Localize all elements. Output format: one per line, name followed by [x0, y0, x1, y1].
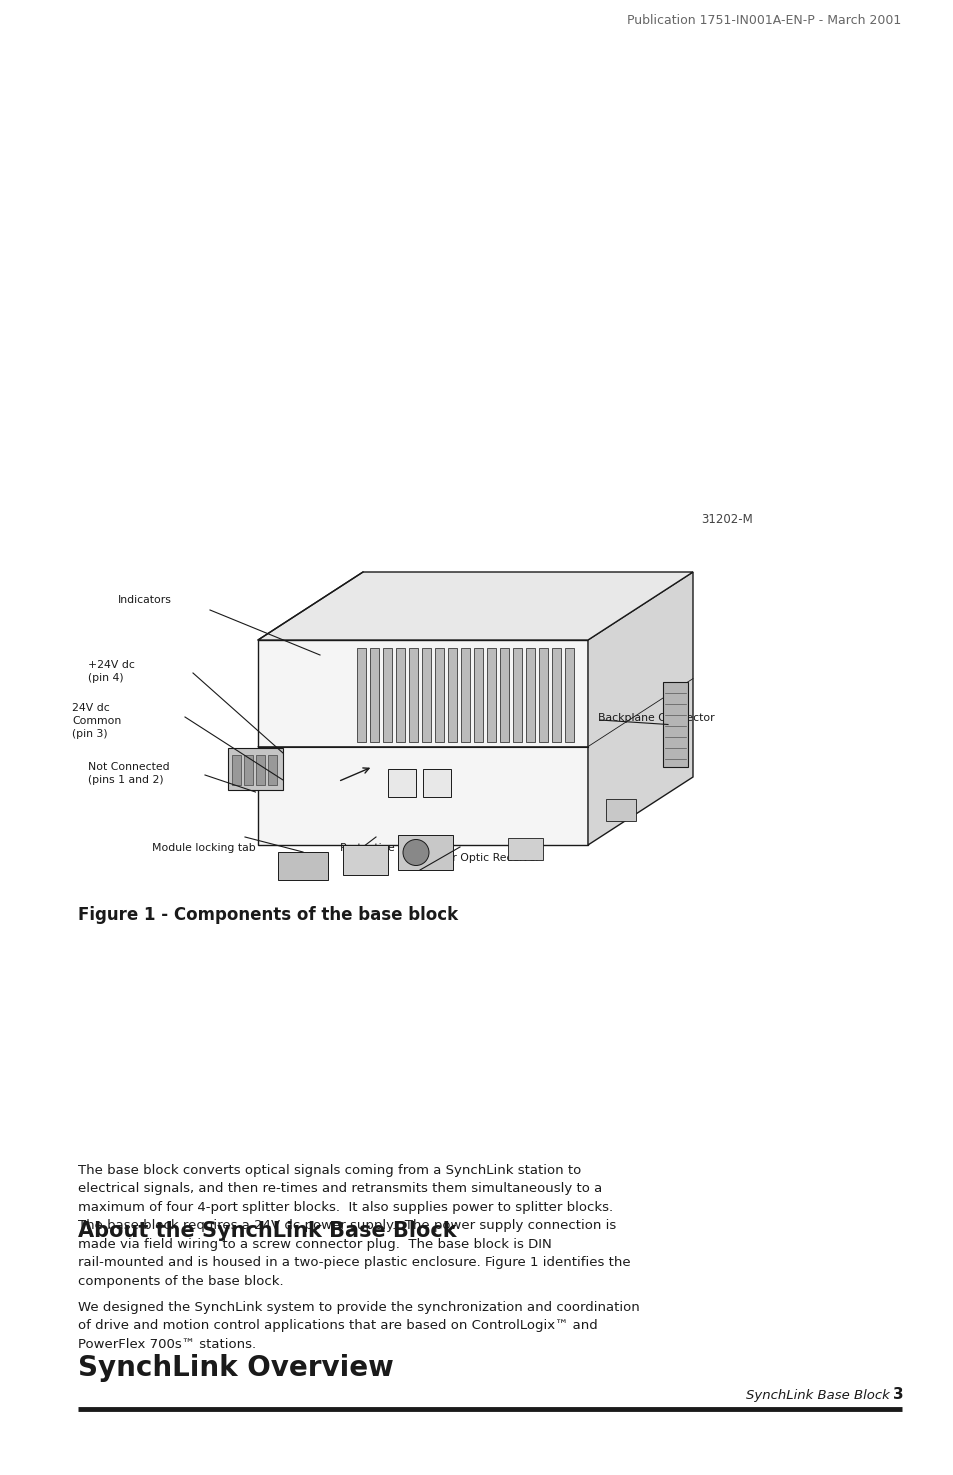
Circle shape	[402, 839, 429, 866]
Bar	[244, 755, 253, 785]
Bar	[538, 648, 547, 742]
Text: About the SynchLink Base Block: About the SynchLink Base Block	[78, 1221, 456, 1242]
Bar	[397, 835, 453, 870]
Bar	[232, 755, 241, 785]
Text: Fiber Optic Receiver: Fiber Optic Receiver	[430, 853, 539, 863]
Bar	[370, 648, 378, 742]
Text: Indicators: Indicators	[118, 594, 172, 605]
Text: SynchLink Base Block: SynchLink Base Block	[745, 1389, 888, 1403]
Text: The base block converts optical signals coming from a SynchLink station to
elect: The base block converts optical signals …	[78, 1164, 630, 1288]
Text: 24V dc
Common
(pin 3): 24V dc Common (pin 3)	[71, 704, 121, 739]
Polygon shape	[257, 572, 692, 640]
Bar	[228, 748, 283, 791]
Text: Protective cap: Protective cap	[339, 844, 417, 853]
Bar	[474, 648, 482, 742]
Bar	[422, 768, 451, 796]
Text: +24V dc
(pin 4): +24V dc (pin 4)	[88, 659, 134, 683]
Bar	[507, 838, 542, 860]
Bar	[460, 648, 469, 742]
Bar	[277, 853, 328, 881]
Bar	[343, 845, 388, 875]
Bar	[408, 648, 417, 742]
Bar	[486, 648, 496, 742]
Text: 3: 3	[892, 1388, 902, 1403]
Text: Publication 1751-IN001A-EN-P - March 2001: Publication 1751-IN001A-EN-P - March 200…	[627, 13, 901, 27]
Text: Backplane Connector: Backplane Connector	[598, 712, 714, 723]
Bar	[512, 648, 521, 742]
Bar	[268, 755, 276, 785]
Bar	[435, 648, 443, 742]
Bar	[564, 648, 573, 742]
Bar	[551, 648, 560, 742]
Bar	[395, 648, 404, 742]
Text: Figure 1 - Components of the base block: Figure 1 - Components of the base block	[78, 906, 457, 923]
Bar	[499, 648, 508, 742]
Text: We designed the SynchLink system to provide the synchronization and coordination: We designed the SynchLink system to prov…	[78, 1301, 639, 1351]
Text: Not Connected
(pins 1 and 2): Not Connected (pins 1 and 2)	[88, 763, 170, 785]
Bar	[382, 648, 392, 742]
Bar	[255, 755, 265, 785]
Polygon shape	[257, 640, 587, 845]
Text: 31202-M: 31202-M	[700, 513, 752, 527]
Bar	[525, 648, 534, 742]
Bar	[447, 648, 456, 742]
Bar	[662, 681, 687, 767]
Bar	[388, 768, 416, 796]
Bar	[605, 799, 636, 822]
Polygon shape	[587, 572, 692, 845]
Text: SynchLink Overview: SynchLink Overview	[78, 1354, 394, 1382]
Bar	[356, 648, 365, 742]
Text: Module locking tab: Module locking tab	[152, 844, 255, 853]
Bar	[421, 648, 430, 742]
